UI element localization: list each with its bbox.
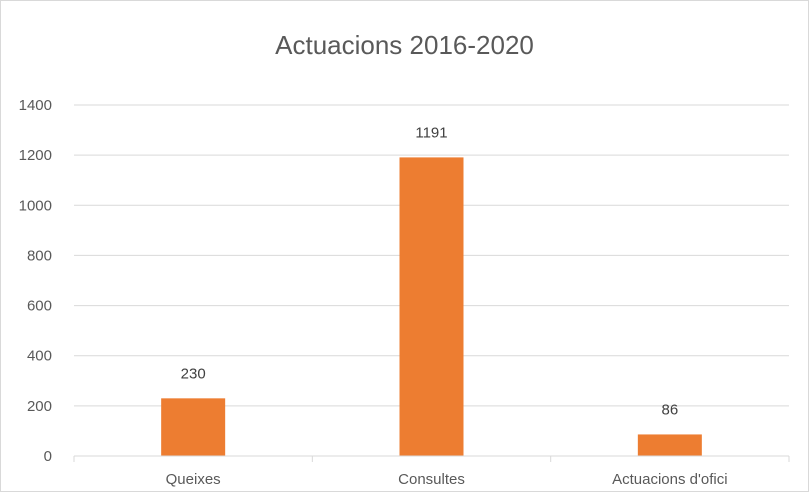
y-tick-label: 800 — [27, 247, 52, 264]
data-labels: 230 1191 86 — [181, 124, 679, 418]
x-category-label: Actuacions d'ofici — [612, 471, 727, 488]
bar-0 — [161, 398, 226, 456]
x-axis: Queixes Consultes Actuacions d'ofici — [73, 455, 790, 488]
data-label: 86 — [661, 401, 678, 418]
x-category-label: Consultes — [398, 471, 465, 488]
chart-title: Actuacions 2016-2020 — [275, 30, 534, 60]
bar-1 — [399, 157, 464, 456]
y-tick-label: 1000 — [19, 197, 52, 214]
y-tick-label: 1200 — [19, 147, 52, 164]
bars — [161, 157, 702, 456]
y-tick-label: 600 — [27, 298, 52, 315]
data-label: 230 — [181, 365, 206, 382]
y-axis-ticks: 0 200 400 600 800 1000 1200 1400 — [19, 97, 52, 465]
y-tick-label: 400 — [27, 348, 52, 365]
data-label: 1191 — [415, 124, 447, 141]
bar-2 — [637, 434, 702, 456]
y-tick-label: 200 — [27, 398, 52, 415]
y-tick-label: 1400 — [19, 97, 52, 114]
y-tick-label: 0 — [44, 448, 52, 465]
x-category-label: Queixes — [166, 471, 221, 488]
